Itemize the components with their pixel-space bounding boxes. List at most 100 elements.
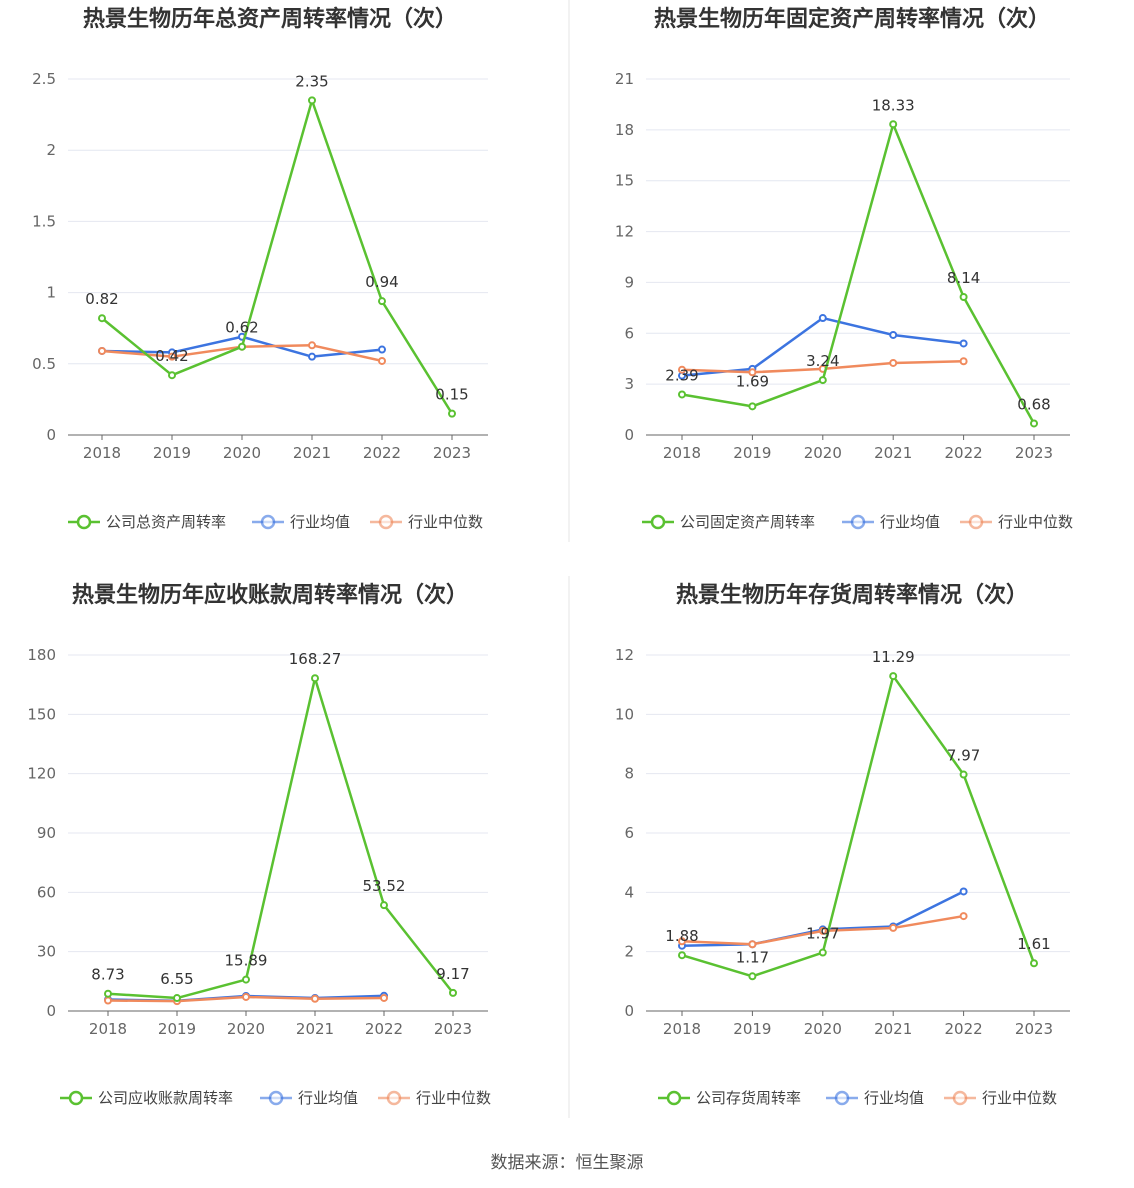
data-point-company — [678, 390, 686, 399]
y-tick-label: 1.5 — [32, 212, 56, 230]
x-tick-label: 2018 — [663, 444, 701, 462]
y-tick-label: 0 — [46, 426, 56, 444]
data-point-company — [818, 948, 827, 957]
y-tick-label: 21 — [615, 70, 634, 88]
data-point-company — [1030, 959, 1038, 968]
x-tick-label: 2021 — [874, 444, 912, 462]
data-point-company — [818, 376, 827, 385]
data-label: 1.17 — [736, 948, 769, 966]
data-point-company — [104, 989, 112, 998]
data-point-industry_median — [98, 346, 106, 355]
data-label: 0.68 — [1017, 395, 1050, 413]
data-point-company — [1030, 419, 1038, 428]
y-tick-label: 6 — [624, 324, 634, 342]
y-tick-label: 9 — [624, 273, 634, 291]
legend-label: 公司存货周转率 — [696, 1089, 801, 1107]
x-tick-label: 2023 — [1015, 1020, 1053, 1038]
x-tick-label: 2021 — [874, 1020, 912, 1038]
x-tick-label: 2018 — [89, 1020, 127, 1038]
data-point-company — [98, 314, 106, 323]
x-tick-label: 2019 — [158, 1020, 196, 1038]
chart-title: 热景生物历年存货周转率情况（次） — [676, 582, 1028, 608]
data-point-industry_median — [678, 937, 686, 946]
data-point-industry_median — [242, 992, 250, 1001]
data-point-industry_median — [378, 356, 386, 365]
data-point-company — [959, 770, 968, 779]
legend-label: 公司应收账款周转率 — [98, 1089, 233, 1107]
data-point-company — [449, 988, 457, 997]
y-tick-label: 30 — [37, 943, 56, 961]
x-tick-label: 2023 — [1015, 444, 1053, 462]
data-label: 6.55 — [160, 970, 193, 988]
data-point-company — [448, 409, 456, 418]
data-point-company — [168, 371, 176, 380]
y-tick-label: 6 — [624, 824, 634, 842]
x-tick-label: 2023 — [434, 1020, 472, 1038]
data-point-industry_avg — [959, 887, 968, 896]
x-tick-label: 2019 — [733, 1020, 771, 1038]
legend-label: 行业中位数 — [998, 513, 1073, 531]
y-tick-label: 180 — [27, 646, 56, 664]
data-label: 15.89 — [225, 952, 268, 970]
legend-label: 行业均值 — [298, 1089, 358, 1107]
y-tick-label: 120 — [27, 765, 56, 783]
y-tick-label: 12 — [615, 223, 634, 241]
x-tick-label: 2020 — [223, 444, 261, 462]
legend-marker-industry_avg — [260, 514, 276, 530]
y-tick-label: 0 — [624, 426, 634, 444]
data-point-company — [889, 120, 898, 129]
data-label: 11.29 — [872, 648, 915, 666]
data-point-industry_median — [678, 365, 686, 374]
data-label: 0.62 — [225, 319, 258, 337]
data-point-company — [678, 951, 686, 960]
y-tick-label: 2 — [46, 141, 56, 159]
y-tick-label: 150 — [27, 705, 56, 723]
data-point-industry_median — [959, 912, 968, 921]
data-point-industry_median — [168, 352, 176, 361]
data-point-company — [748, 972, 757, 981]
legend-label: 公司固定资产周转率 — [680, 513, 815, 531]
data-point-company — [308, 96, 316, 105]
legend-marker-company — [650, 514, 666, 530]
x-tick-label: 2021 — [293, 444, 331, 462]
x-tick-label: 2020 — [804, 444, 842, 462]
data-point-industry_avg — [818, 314, 827, 323]
x-tick-label: 2019 — [153, 444, 191, 462]
data-label: 18.33 — [872, 96, 915, 114]
data-point-industry_median — [889, 923, 898, 932]
legend-label: 行业均值 — [880, 513, 940, 531]
data-point-industry_median — [380, 993, 388, 1002]
legend-marker-industry_median — [386, 1090, 402, 1106]
data-label: 8.73 — [91, 966, 124, 984]
data-point-industry_median — [104, 996, 112, 1005]
data-point-industry_avg — [308, 352, 316, 361]
legend-marker-industry_median — [968, 514, 984, 530]
data-point-industry_median — [818, 926, 827, 935]
data-label: 2.35 — [295, 72, 328, 90]
legend-marker-industry_median — [378, 514, 394, 530]
source-note: 数据来源：恒生聚源 — [491, 1153, 644, 1173]
data-point-industry_median — [748, 940, 757, 949]
y-tick-label: 2 — [624, 943, 634, 961]
data-point-industry_median — [311, 994, 319, 1003]
chart-title: 热景生物历年总资产周转率情况（次） — [83, 6, 457, 32]
data-label: 1.97 — [806, 925, 839, 943]
data-point-company — [748, 402, 757, 411]
series-line-company — [681, 674, 1036, 978]
data-point-industry_avg — [959, 339, 968, 348]
y-tick-label: 1 — [46, 284, 56, 302]
legend-marker-company — [76, 514, 92, 530]
data-point-industry_median — [748, 368, 757, 377]
data-label: 1.69 — [736, 372, 769, 390]
x-tick-label: 2023 — [433, 444, 471, 462]
data-label: 0.82 — [85, 290, 118, 308]
y-tick-label: 0.5 — [32, 355, 56, 373]
data-label: 53.52 — [363, 877, 406, 895]
data-point-company — [238, 342, 246, 351]
legend-label: 行业均值 — [864, 1089, 924, 1107]
y-tick-label: 60 — [37, 883, 56, 901]
data-label: 0.42 — [155, 347, 188, 365]
data-label: 1.88 — [665, 927, 698, 945]
data-point-company — [173, 994, 181, 1003]
x-tick-label: 2020 — [227, 1020, 265, 1038]
